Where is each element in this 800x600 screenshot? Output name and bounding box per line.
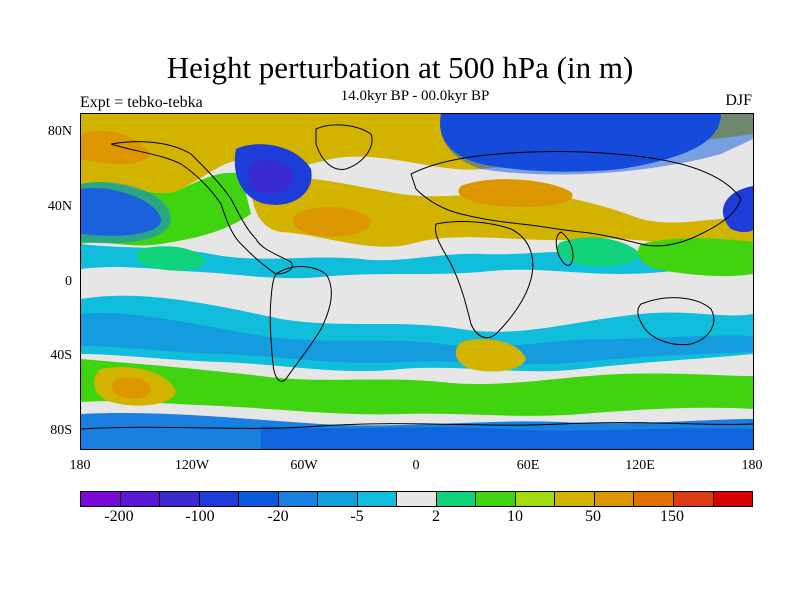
colorbar-swatch-10	[476, 492, 516, 506]
south-blue-band	[81, 313, 753, 365]
colorbar-swatch-6	[318, 492, 358, 506]
colorbar-swatch-4	[239, 492, 279, 506]
arctic-orange-core	[81, 130, 151, 164]
y-tick-label-40n: 40N	[47, 199, 72, 214]
colorbar-label-minus-5: -5	[350, 508, 364, 525]
north-america-violet-core	[248, 160, 293, 194]
south-orange-core	[111, 377, 151, 399]
colorbar-label-minus-200: -200	[104, 508, 134, 525]
north-atlantic-gold	[251, 177, 753, 250]
map-subtitle: 14.0kyr BP - 00.0kyr BP	[340, 88, 490, 104]
colorbar-swatch-15	[673, 492, 714, 506]
season-label: DJF	[725, 92, 752, 109]
eurasia-orange-core	[458, 179, 573, 207]
atlantic-orange-core	[292, 206, 372, 237]
tropical-atlantic-green-patch	[136, 246, 206, 271]
south-green-band	[81, 359, 753, 416]
colorbar-label-10: 10	[507, 508, 523, 525]
x-tick-label-180e: 180	[741, 458, 763, 473]
arctic-blue-ring	[440, 114, 753, 175]
colorbar-label-50: 50	[585, 508, 601, 525]
y-tick-label-0: 0	[65, 274, 72, 289]
colorbar-swatch-12	[555, 492, 595, 506]
pacific-blue-ring	[81, 182, 171, 244]
colorbar-swatch-0	[81, 492, 121, 506]
colorbar-swatch-2	[160, 492, 200, 506]
x-tick-label-180w: 180	[69, 458, 91, 473]
colorbar-swatch-14	[634, 492, 674, 506]
height-perturbation-field	[81, 114, 753, 449]
antarctic-deep-blue-band	[261, 426, 753, 449]
south-atlantic-gold-patch	[455, 339, 526, 372]
south-america-coastline	[269, 266, 332, 382]
colorbar-swatch-3	[199, 492, 240, 506]
experiment-label: Expt = tebko-tebka	[80, 94, 203, 111]
coastlines	[81, 124, 753, 430]
x-tick-label-120e: 120E	[625, 458, 655, 473]
y-tick-label-80s: 80S	[50, 423, 72, 438]
indian-ocean-green-patch	[556, 237, 641, 267]
x-tick-label-60w: 60W	[290, 458, 318, 473]
east-pacific-negative-center	[722, 186, 753, 233]
x-tick-label-60e: 60E	[516, 458, 540, 473]
y-tick-label-80n: 80N	[47, 124, 72, 139]
map-title: Height perturbation at 500 hPa (in m)	[166, 50, 634, 85]
eurasia-coastline	[410, 151, 742, 247]
map-plot-area	[80, 113, 754, 450]
colorbar-swatch-5	[278, 492, 319, 506]
colorbar-label-2: 2	[432, 508, 440, 525]
colorbar-swatch-7	[357, 492, 398, 506]
colorbar-swatch-1	[120, 492, 161, 506]
x-tick-label-0: 0	[412, 458, 420, 473]
colorbar-swatch-11	[515, 492, 556, 506]
colorbar-swatch-13	[594, 492, 635, 506]
colorbar-swatch-8	[397, 492, 437, 506]
y-tick-label-40s: 40S	[50, 348, 72, 363]
india-coastline	[555, 231, 574, 266]
x-tick-label-120w: 120W	[174, 458, 210, 473]
australia-coastline	[637, 297, 715, 346]
colorbar-swatch-9	[436, 492, 477, 506]
colorbar-label-150: 150	[660, 508, 684, 525]
antarctica-coastline	[81, 422, 753, 430]
colorbar-label-minus-20: -20	[267, 508, 289, 525]
africa-coastline	[434, 221, 534, 339]
west-pacific-green-patch	[637, 238, 753, 277]
color-legend-bar	[80, 491, 753, 507]
greenland-coastline	[315, 124, 373, 170]
north-america-coastline	[110, 141, 293, 275]
colorbar-swatch-16	[713, 492, 753, 506]
colorbar-label-minus-100: -100	[185, 508, 215, 525]
